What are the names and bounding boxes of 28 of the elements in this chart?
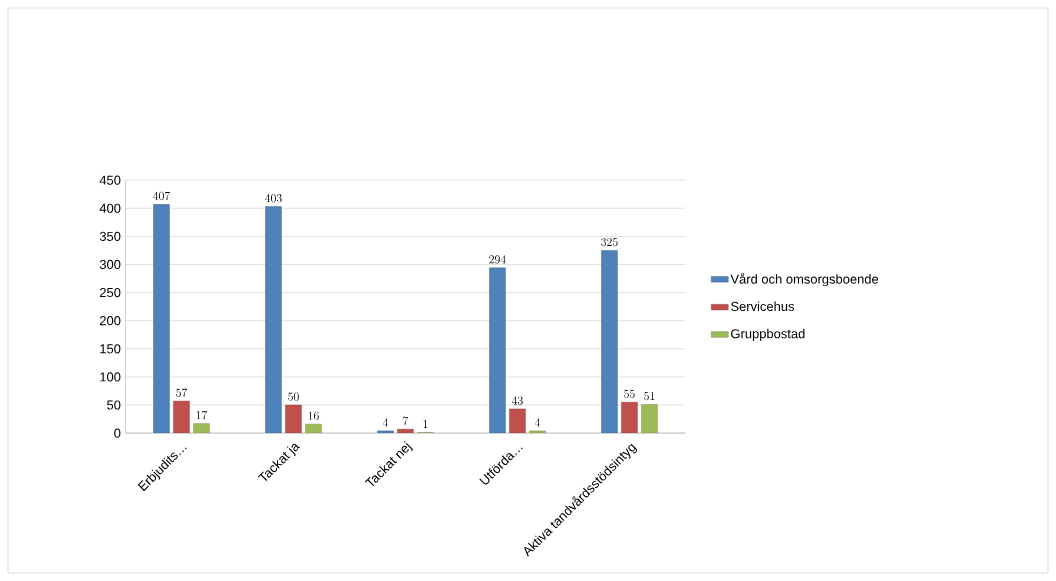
data-label: 55 bbox=[624, 389, 635, 398]
data-label: 4 bbox=[534, 418, 541, 427]
data-label: 4 bbox=[382, 418, 389, 427]
y-tick-label: 300 bbox=[99, 259, 121, 270]
y-tick-label: 400 bbox=[99, 203, 121, 213]
data-label: 51 bbox=[644, 391, 655, 401]
legend-label: Gruppbostad bbox=[731, 328, 805, 341]
data-label: 16 bbox=[308, 411, 319, 420]
y-tick-label: 50 bbox=[107, 400, 121, 410]
y-tick-label: 450 bbox=[99, 175, 121, 185]
data-label: 403 bbox=[265, 193, 282, 203]
data-label: 1 bbox=[423, 420, 428, 429]
legend-label: Servicehus bbox=[731, 301, 795, 311]
y-tick-label: 250 bbox=[99, 287, 121, 298]
data-label: 325 bbox=[601, 237, 618, 247]
legend-label: Vård och omsorgsboende bbox=[730, 273, 879, 287]
y-tick-label: 0 bbox=[114, 428, 121, 438]
data-label: 17 bbox=[196, 410, 208, 420]
data-label: 50 bbox=[288, 392, 299, 401]
y-tick-label: 350 bbox=[99, 231, 121, 241]
y-tick-label: 150 bbox=[100, 344, 121, 354]
y-tick-label: 100 bbox=[100, 372, 121, 382]
data-label: 57 bbox=[176, 388, 188, 397]
y-tick-label: 200 bbox=[99, 316, 121, 326]
data-label: 7 bbox=[403, 416, 409, 425]
data-label: 43 bbox=[511, 396, 523, 405]
data-label: 407 bbox=[153, 191, 171, 201]
data-label: 294 bbox=[489, 255, 506, 264]
